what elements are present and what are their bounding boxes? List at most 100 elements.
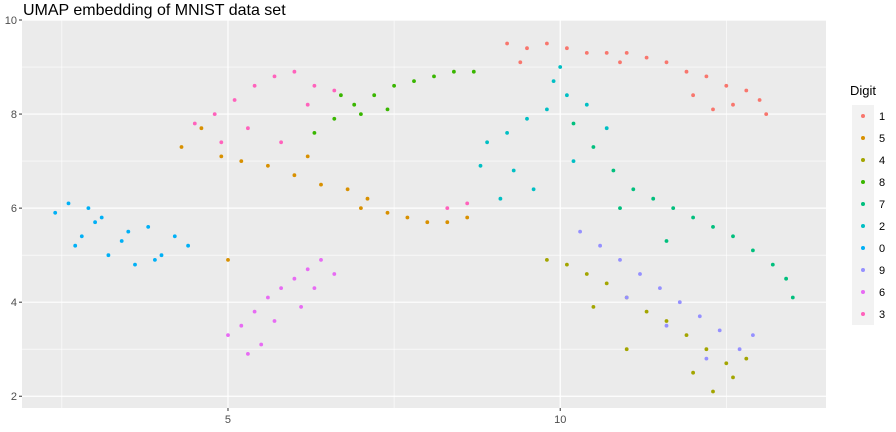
- series-digit-5: [179, 126, 470, 262]
- series-digit-6: [226, 258, 337, 356]
- point-digit-2: [604, 126, 609, 131]
- series-digit-3: [192, 69, 470, 211]
- point-digit-1: [584, 51, 589, 55]
- legend-label: 0: [879, 243, 885, 255]
- legend-label: 9: [879, 265, 885, 277]
- point-digit-2: [498, 196, 503, 201]
- point-digit-7: [664, 239, 669, 243]
- point-digit-0: [153, 258, 157, 262]
- y-tick-label: 8: [11, 109, 17, 121]
- legend-label: 5: [879, 133, 885, 145]
- legend-key-dot: [861, 290, 865, 294]
- point-digit-5: [359, 206, 363, 211]
- point-digit-8: [372, 93, 377, 98]
- point-digit-2: [478, 163, 483, 168]
- point-digit-3: [445, 206, 450, 211]
- point-digit-1: [624, 51, 629, 55]
- point-digit-0: [53, 210, 58, 215]
- point-digit-0: [172, 234, 177, 239]
- legend-label: 2: [879, 221, 885, 233]
- point-digit-3: [465, 201, 470, 206]
- point-digit-7: [711, 225, 715, 229]
- point-digit-0: [133, 262, 137, 267]
- point-digit-9: [664, 323, 669, 328]
- point-digit-5: [219, 154, 224, 159]
- point-digit-9: [751, 333, 755, 337]
- point-digit-3: [332, 88, 337, 93]
- legend-label: 7: [879, 199, 885, 211]
- point-digit-5: [365, 196, 370, 201]
- point-digit-1: [724, 83, 729, 88]
- point-digit-1: [565, 46, 569, 51]
- point-digit-1: [664, 60, 669, 65]
- point-digit-4: [545, 258, 549, 262]
- point-digit-8: [312, 131, 317, 135]
- point-digit-4: [624, 347, 629, 352]
- point-digit-1: [518, 60, 523, 65]
- point-digit-5: [425, 220, 430, 225]
- point-digit-0: [99, 215, 104, 220]
- point-digit-1: [618, 60, 622, 65]
- series-digit-4: [545, 258, 749, 394]
- point-digit-2: [505, 131, 509, 135]
- point-digit-0: [146, 225, 151, 229]
- point-digit-4: [704, 347, 709, 352]
- point-digit-2: [551, 79, 556, 83]
- point-digit-5: [199, 126, 204, 131]
- point-digit-3: [219, 140, 224, 145]
- point-digit-2: [545, 107, 549, 112]
- series-digit-1: [505, 41, 769, 116]
- point-digit-5: [385, 210, 390, 215]
- point-digit-2: [531, 187, 536, 192]
- point-digit-7: [691, 215, 695, 220]
- point-digit-8: [352, 102, 357, 107]
- point-digit-6: [252, 309, 257, 314]
- legend-key-dot: [861, 224, 865, 228]
- point-digit-0: [186, 243, 191, 248]
- point-digit-9: [618, 258, 622, 262]
- point-digit-3: [305, 102, 310, 107]
- point-digit-9: [677, 300, 682, 305]
- point-digit-0: [106, 253, 111, 258]
- point-digit-8: [392, 83, 396, 88]
- legend-label: 3: [879, 309, 885, 321]
- point-digit-2: [525, 116, 529, 121]
- point-digit-1: [704, 74, 709, 79]
- point-digit-4: [711, 389, 715, 394]
- point-digit-0: [86, 206, 91, 211]
- point-digit-9: [697, 314, 702, 319]
- point-digit-9: [704, 356, 709, 361]
- point-digit-7: [784, 276, 788, 281]
- legend-key-dot: [861, 180, 865, 184]
- point-digit-1: [691, 93, 695, 98]
- point-digit-3: [246, 126, 250, 131]
- point-digit-1: [505, 41, 509, 46]
- point-digit-1: [545, 41, 549, 46]
- point-digit-2: [558, 65, 563, 69]
- point-digit-9: [658, 286, 662, 290]
- point-digit-8: [471, 69, 476, 74]
- point-digit-4: [584, 272, 589, 276]
- point-digit-2: [511, 168, 516, 173]
- point-digit-6: [319, 258, 323, 262]
- point-digit-5: [405, 215, 410, 220]
- point-digit-8: [332, 116, 337, 121]
- point-digit-3: [292, 69, 297, 74]
- point-digit-4: [565, 262, 569, 267]
- point-digit-5: [239, 159, 244, 164]
- point-digit-4: [644, 309, 649, 314]
- point-digit-6: [299, 305, 303, 309]
- chart-title: UMAP embedding of MNIST data set: [23, 2, 286, 19]
- legend-label: 6: [879, 287, 885, 299]
- series-digit-8: [312, 69, 476, 135]
- series-digit-2: [478, 65, 609, 201]
- point-digit-8: [385, 107, 390, 112]
- point-digit-4: [664, 319, 669, 323]
- point-digit-0: [159, 253, 164, 258]
- y-tick-label: 10: [5, 15, 17, 27]
- legend-title: Digit: [850, 83, 876, 98]
- point-digit-5: [319, 182, 323, 187]
- point-digit-1: [731, 102, 735, 107]
